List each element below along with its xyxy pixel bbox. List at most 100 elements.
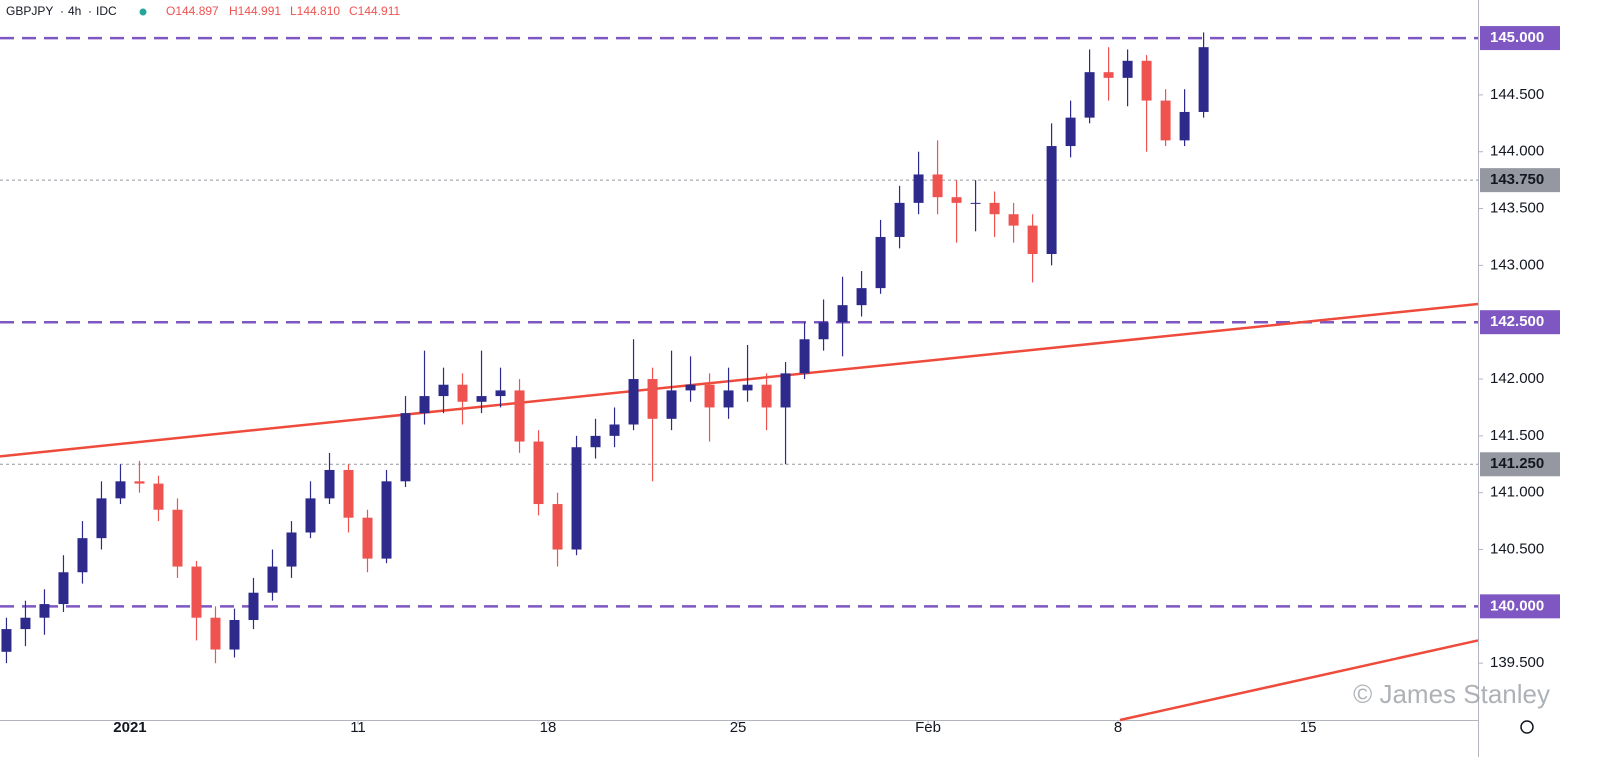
level-label-box — [1480, 594, 1560, 619]
level-label-box — [1480, 452, 1560, 477]
settings-gear[interactable] — [1520, 720, 1534, 734]
candle-body — [495, 390, 506, 397]
candle-body — [609, 424, 620, 436]
candle-body — [818, 322, 829, 340]
level-label-box — [1480, 310, 1560, 335]
y-tick-label: 144.000 — [1490, 143, 1544, 160]
candle-body — [210, 617, 221, 650]
y-tick-label: 143.500 — [1490, 200, 1544, 217]
separator: · — [60, 4, 64, 18]
candle-body — [1008, 214, 1019, 226]
candle-body — [58, 572, 69, 605]
candle-body — [39, 604, 50, 618]
status-dot — [139, 8, 147, 16]
candle-body — [229, 619, 240, 650]
candle-body — [96, 498, 107, 539]
x-tick-label: 25 — [730, 719, 747, 736]
source: IDC — [96, 4, 117, 18]
candle-body — [666, 390, 677, 419]
candle-body — [172, 509, 183, 567]
candle-body — [134, 481, 145, 484]
candle-body — [799, 339, 810, 374]
candle-body — [970, 202, 981, 204]
trendline — [1119, 639, 1479, 722]
level-label-box — [1480, 26, 1560, 51]
candle-body — [723, 390, 734, 408]
candle-body — [894, 202, 905, 237]
y-tick-label: 139.500 — [1490, 654, 1544, 671]
candle-body — [761, 384, 772, 408]
x-tick-label: Feb — [915, 719, 941, 736]
candle-body — [590, 435, 601, 448]
trendline — [0, 302, 1479, 458]
candle-body — [400, 413, 411, 482]
candle-body — [438, 384, 449, 397]
candle-body — [1084, 72, 1095, 118]
candle-body — [913, 174, 924, 203]
y-tick-label: 141.500 — [1490, 427, 1544, 444]
x-tick-label: 8 — [1114, 719, 1122, 736]
candle-body — [628, 379, 639, 425]
candle-body — [1160, 100, 1171, 141]
candle-body — [989, 202, 1000, 215]
candle-body — [514, 390, 525, 442]
candle-body — [153, 483, 164, 510]
candle-body — [533, 441, 544, 505]
candle-body — [457, 384, 468, 402]
level-label: 145.000 — [1490, 29, 1544, 46]
candle-body — [875, 236, 886, 289]
candle-body — [1122, 60, 1133, 78]
level-label: 143.750 — [1490, 171, 1544, 188]
settings-icon[interactable] — [1520, 720, 1534, 734]
candle-body — [343, 469, 354, 518]
candle-body — [1198, 47, 1209, 112]
x-tick-label: 18 — [540, 719, 557, 736]
interval: 4h — [68, 4, 81, 18]
candle-body — [1103, 72, 1114, 78]
candle-body — [419, 396, 430, 414]
candle-body — [77, 538, 88, 573]
candle-body — [1179, 111, 1190, 141]
candle-body — [20, 617, 31, 630]
candle-body — [1141, 60, 1152, 101]
ohlc-open: O144.897 — [166, 4, 219, 18]
candle-body — [552, 504, 563, 550]
candle-body — [191, 566, 202, 618]
candle-body — [742, 384, 753, 391]
x-tick-label: 2021 — [113, 719, 146, 736]
candle-body — [324, 469, 335, 499]
ohlc-close: C144.911 — [349, 4, 400, 18]
candle-body — [780, 373, 791, 408]
x-tick-label: 15 — [1300, 719, 1317, 736]
candle-body — [305, 498, 316, 533]
level-label: 140.000 — [1490, 597, 1544, 614]
candle-body — [115, 481, 126, 499]
candle-body — [362, 517, 373, 559]
y-tick-label: 140.500 — [1490, 540, 1544, 557]
y-tick-label: 143.000 — [1490, 256, 1544, 273]
level-label: 142.500 — [1490, 313, 1544, 330]
y-tick-label: 141.000 — [1490, 484, 1544, 501]
ohlc-low: L144.810 — [290, 4, 340, 18]
y-tick-label: 144.500 — [1490, 86, 1544, 103]
ohlc-high: H144.991 — [229, 4, 281, 18]
candle-body — [476, 396, 487, 402]
candle-body — [647, 379, 658, 419]
separator: · — [88, 4, 92, 18]
candle-body — [1065, 117, 1076, 147]
level-label-box — [1480, 168, 1560, 193]
candle-body — [248, 592, 259, 620]
candle-body — [267, 566, 278, 593]
candle-body — [286, 532, 297, 567]
level-label: 141.250 — [1490, 455, 1544, 472]
symbol: GBPJPY — [6, 4, 53, 18]
x-tick-label: 11 — [350, 719, 366, 736]
candle-body — [1, 629, 12, 652]
candle-body — [704, 384, 715, 408]
candle-body — [1046, 146, 1057, 255]
candle-body — [932, 174, 943, 198]
candle-body — [837, 305, 848, 323]
candle-body — [951, 197, 962, 203]
